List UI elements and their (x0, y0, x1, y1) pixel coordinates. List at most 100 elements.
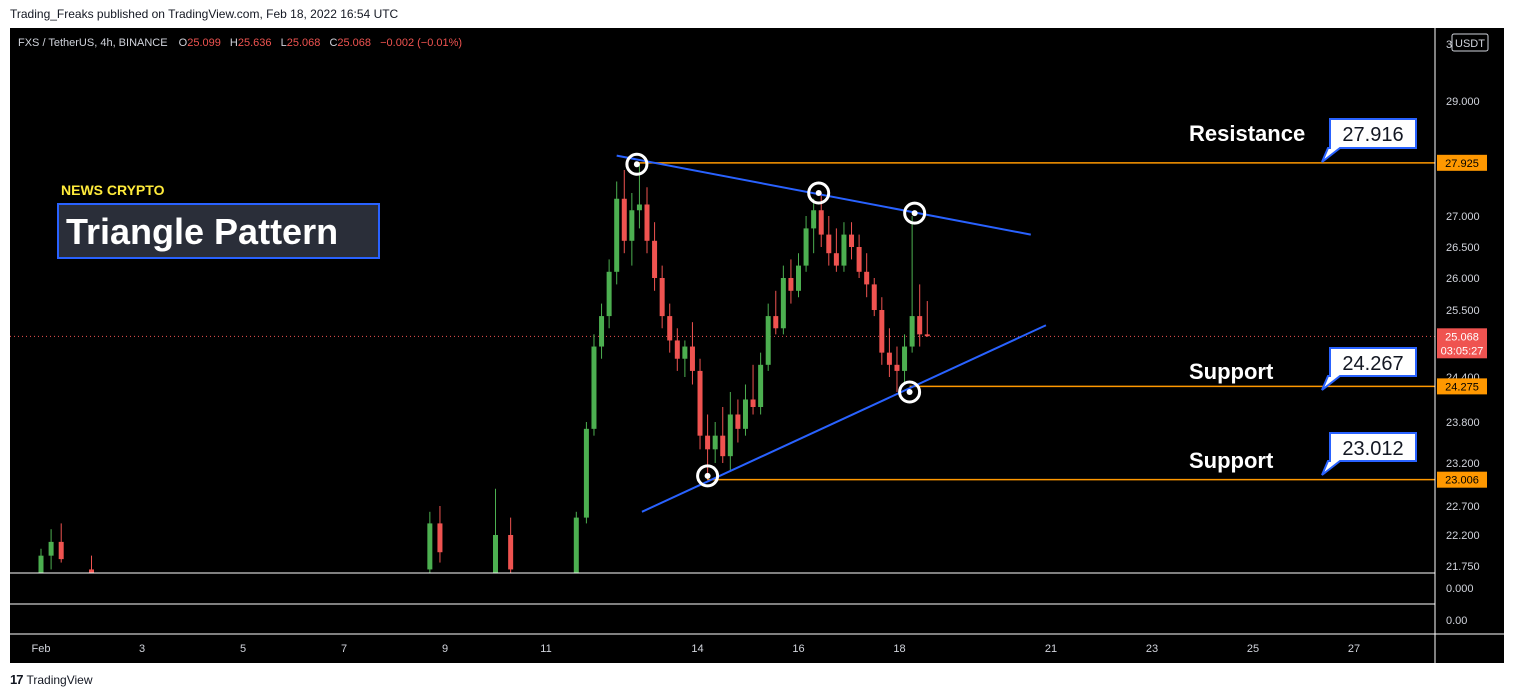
pivot-marker-1[interactable] (807, 181, 831, 205)
candle-body-18 (652, 240, 658, 278)
legend-low: 25.068 (287, 37, 321, 49)
candle-body-32 (758, 364, 764, 407)
pivot-dot-0 (633, 161, 640, 168)
support-callout-2[interactable]: 23.012 (1321, 432, 1417, 476)
levels-layer (639, 162, 1435, 481)
candle-body-48 (879, 310, 885, 353)
candle-body-37 (796, 265, 801, 291)
candle-body-33 (765, 316, 771, 365)
candle-body-29 (735, 414, 741, 429)
candles-layer (38, 164, 930, 573)
x-tick-label-8: 18 (893, 643, 905, 655)
candle-body-4 (427, 523, 433, 570)
candle-body-36 (788, 278, 794, 291)
published-caption: Trading_Freaks published on TradingView.… (10, 7, 399, 21)
trend-layer (616, 154, 1047, 513)
legend-c-label: C (329, 37, 337, 49)
news-tag: NEWS CRYPTO (61, 182, 165, 198)
candle-body-20 (667, 316, 673, 341)
candle-body-9 (583, 428, 589, 518)
x-tick-label-6: 14 (691, 643, 703, 655)
support-callout-1-shape (1321, 347, 1417, 391)
legend-o-label: O (179, 37, 188, 49)
candle-body-11 (599, 316, 605, 347)
candle-body-17 (644, 204, 650, 241)
bar-countdown: 03:05:27 (1441, 345, 1484, 357)
level-badge-bg-1 (1437, 378, 1487, 395)
resistance-label: Resistance (1189, 121, 1305, 146)
resistance-callout-shape (1321, 118, 1417, 163)
candle-body-22 (682, 346, 688, 359)
chart-svg[interactable]: FXS / TetherUS, 4h, BINANCE O25.099 H25.… (10, 28, 1504, 663)
candle-body-44 (849, 234, 855, 247)
title-box[interactable] (57, 203, 380, 259)
candle-body-10 (591, 346, 597, 429)
candle-body-2 (58, 541, 64, 560)
candle-body-53 (917, 316, 923, 335)
y-tick-label-10: 21.750 (1446, 561, 1480, 573)
x-tick-label-0: Feb (32, 643, 51, 655)
pivot-marker-0[interactable] (625, 152, 649, 176)
x-tick-label-3: 7 (341, 643, 347, 655)
candle-body-15 (629, 210, 635, 241)
resistance-callout[interactable]: 27.916 (1321, 118, 1417, 163)
support-callout-2-value: 23.012 (1342, 438, 1403, 460)
support-callout-1[interactable]: 24.267 (1321, 347, 1417, 391)
x-tick-label-1: 3 (139, 643, 145, 655)
y-tick-label-6: 23.800 (1446, 417, 1480, 429)
current-price-value: 25.068 (1445, 331, 1479, 343)
candle-body-47 (871, 284, 877, 310)
legend-l-label: L (281, 37, 287, 49)
level-badge-bg-2 (1437, 471, 1487, 488)
footer: 17 TradingView (10, 672, 93, 687)
candle-body-26 (712, 435, 718, 450)
resistance-callout-value: 27.916 (1342, 124, 1403, 146)
candle-body-45 (856, 247, 862, 272)
candle-body-25 (705, 435, 711, 450)
candle-body-43 (841, 234, 847, 266)
pivot-dot-2 (911, 210, 918, 217)
y-tick-label-3: 26.000 (1446, 273, 1480, 285)
x-tick-label-2: 5 (240, 643, 246, 655)
level-badge-bg-0 (1437, 154, 1487, 171)
footer-brand[interactable]: TradingView (26, 672, 93, 687)
candle-body-0 (38, 555, 44, 573)
x-tick-label-11: 25 (1247, 643, 1259, 655)
pivot-marker-2[interactable] (903, 201, 927, 225)
candle-body-8 (573, 517, 579, 573)
legend-high: 25.636 (238, 37, 272, 49)
pivot-marker-3[interactable] (696, 464, 720, 488)
candle-body-30 (742, 399, 748, 429)
legend-symbol: FXS / TetherUS, 4h, BINANCE (18, 37, 168, 49)
candle-body-54 (924, 334, 930, 337)
support-callout-1-value: 24.267 (1342, 353, 1403, 375)
candle-body-41 (826, 234, 832, 254)
trendline-lower[interactable] (641, 324, 1047, 513)
legend-h-label: H (230, 37, 238, 49)
legend-close: 25.068 (337, 37, 371, 49)
candle-body-7 (508, 535, 514, 570)
candle-body-52 (909, 316, 915, 347)
currency-badge[interactable] (1451, 33, 1489, 52)
candle-body-5 (437, 523, 443, 553)
level-badges: 27.925 24.275 23.006 (1437, 154, 1487, 488)
candle-body-6 (493, 535, 498, 573)
x-tick-label-4: 9 (442, 643, 448, 655)
current-price-bg (1437, 328, 1487, 359)
candle-body-28 (727, 414, 733, 457)
y-tick-label-0: 29.000 (1446, 96, 1480, 108)
candle-body-14 (621, 198, 627, 241)
tradingview-logo-icon: 17 (10, 672, 24, 687)
level-badge-value-2: 23.006 (1445, 475, 1479, 487)
pivot-dot-3 (704, 472, 711, 479)
pivot-marker-4[interactable] (898, 380, 922, 404)
candle-body-34 (773, 316, 779, 329)
candle-body-40 (818, 210, 824, 235)
x-tick-label-12: 27 (1348, 643, 1360, 655)
level-badge-value-0: 27.925 (1445, 158, 1479, 170)
x-tick-label-5: 11 (540, 643, 551, 655)
trendline-upper[interactable] (616, 154, 1031, 236)
candle-body-1 (48, 541, 54, 556)
current-price-badge: 25.068 03:05:27 (1437, 328, 1487, 359)
candle-body-49 (886, 352, 892, 365)
